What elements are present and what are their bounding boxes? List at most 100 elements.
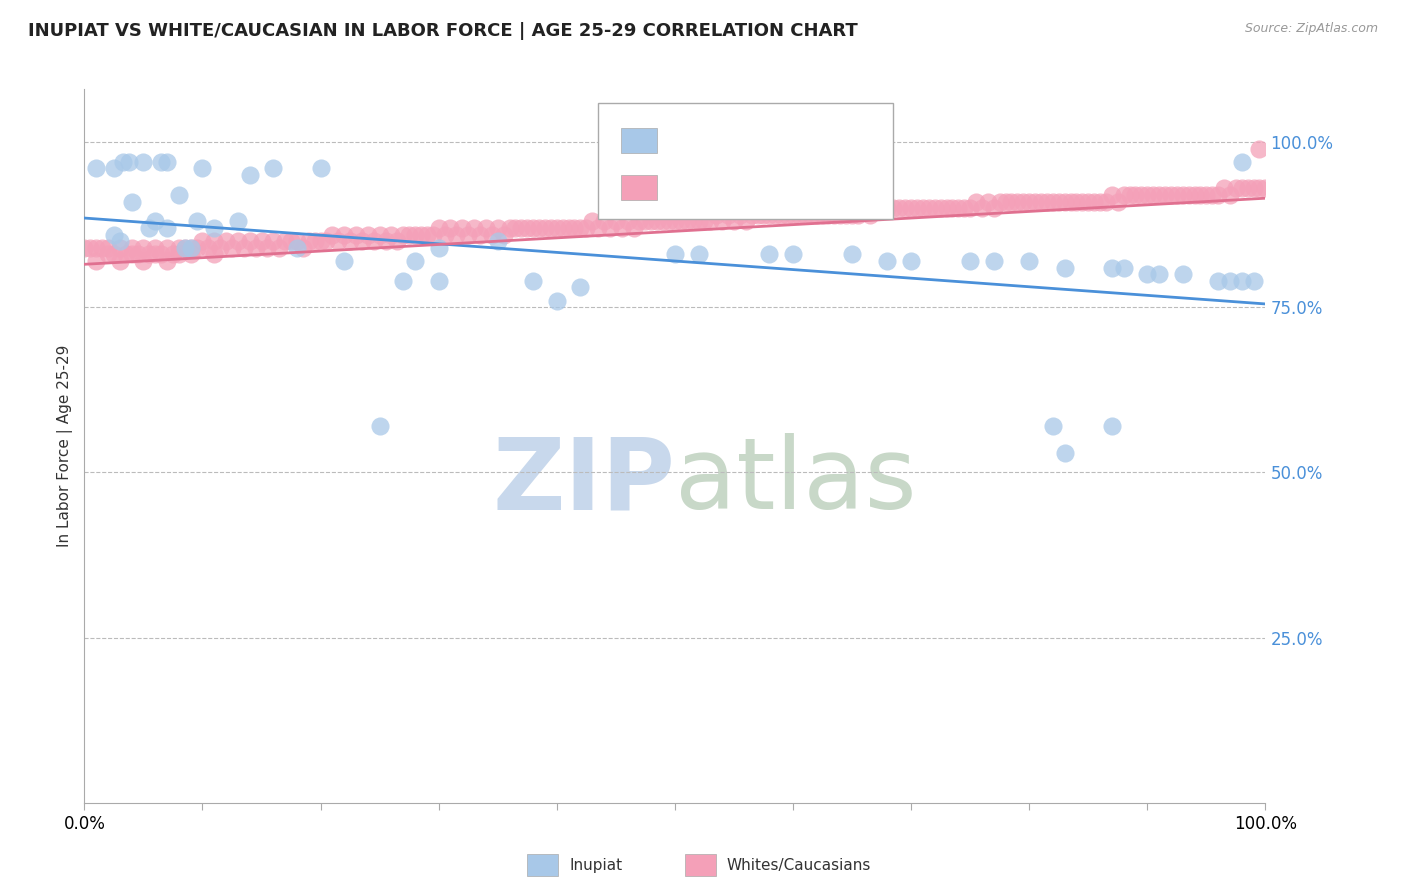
Point (374, 234, 396, 248)
Point (628, 214, 651, 228)
Point (392, 227, 415, 242)
Point (1053, 194, 1076, 209)
Point (675, 214, 697, 228)
Point (156, 241, 179, 255)
Point (422, 227, 444, 242)
Point (889, 201, 911, 215)
Text: N =: N = (780, 178, 820, 196)
Point (103, 247, 125, 261)
Point (167, 247, 190, 261)
Text: Inupiat: Inupiat (569, 858, 623, 872)
Point (357, 227, 380, 242)
Point (852, 201, 875, 215)
Point (463, 221, 485, 235)
Point (599, 221, 621, 235)
Point (900, 254, 922, 268)
Point (776, 208, 799, 222)
Point (127, 247, 149, 261)
Point (363, 234, 385, 248)
Point (132, 254, 155, 268)
Point (782, 247, 804, 261)
Point (309, 161, 332, 176)
Point (1059, 194, 1081, 209)
Point (1053, 260, 1076, 275)
Point (298, 234, 321, 248)
Point (132, 154, 155, 169)
Point (1230, 181, 1253, 195)
Point (758, 247, 780, 261)
Point (983, 201, 1005, 215)
Point (516, 221, 538, 235)
Point (841, 247, 863, 261)
Point (1201, 188, 1223, 202)
Point (546, 221, 568, 235)
Point (817, 208, 839, 222)
Point (540, 221, 562, 235)
Point (1206, 188, 1229, 202)
Point (610, 221, 633, 235)
Point (498, 221, 520, 235)
Point (1083, 194, 1105, 209)
Point (250, 234, 273, 248)
Point (344, 227, 367, 242)
Point (623, 221, 645, 235)
Point (693, 214, 716, 228)
Point (747, 208, 769, 222)
Point (1012, 194, 1035, 209)
Text: Whites/Caucasians: Whites/Caucasians (727, 858, 872, 872)
Text: R =: R = (671, 178, 710, 196)
Point (239, 168, 262, 182)
Point (328, 234, 350, 248)
Point (935, 201, 957, 215)
Point (640, 214, 662, 228)
Point (581, 214, 603, 228)
Point (1230, 274, 1253, 288)
Point (1171, 188, 1194, 202)
Point (97, 241, 120, 255)
Point (823, 208, 845, 222)
Point (321, 227, 343, 242)
Point (564, 221, 586, 235)
Point (1184, 188, 1206, 202)
Point (79, 241, 101, 255)
Point (900, 201, 922, 215)
Point (1047, 194, 1070, 209)
Point (841, 208, 863, 222)
Point (404, 227, 426, 242)
Point (103, 161, 125, 176)
Point (882, 201, 904, 215)
Point (202, 221, 225, 235)
Point (1142, 188, 1164, 202)
Point (380, 227, 402, 242)
Point (905, 201, 928, 215)
Point (1101, 260, 1123, 275)
Text: R =: R = (671, 132, 710, 150)
Point (1166, 188, 1188, 202)
Point (965, 194, 987, 209)
Point (84, 161, 107, 176)
Point (811, 208, 834, 222)
Point (291, 241, 314, 255)
Point (304, 234, 326, 248)
Point (457, 227, 479, 242)
Point (108, 254, 131, 268)
Point (711, 214, 734, 228)
Point (717, 208, 740, 222)
Point (763, 208, 786, 222)
Point (1036, 194, 1059, 209)
Point (870, 201, 893, 215)
Point (876, 201, 898, 215)
Point (1243, 181, 1265, 195)
Point (846, 208, 869, 222)
Point (333, 227, 356, 242)
Point (522, 221, 544, 235)
Point (350, 234, 373, 248)
Text: Source: ZipAtlas.com: Source: ZipAtlas.com (1244, 22, 1378, 36)
Point (392, 274, 415, 288)
Point (752, 208, 775, 222)
Point (1254, 181, 1277, 195)
Point (256, 241, 278, 255)
Point (569, 221, 592, 235)
Point (1225, 181, 1247, 195)
Point (1230, 154, 1253, 169)
